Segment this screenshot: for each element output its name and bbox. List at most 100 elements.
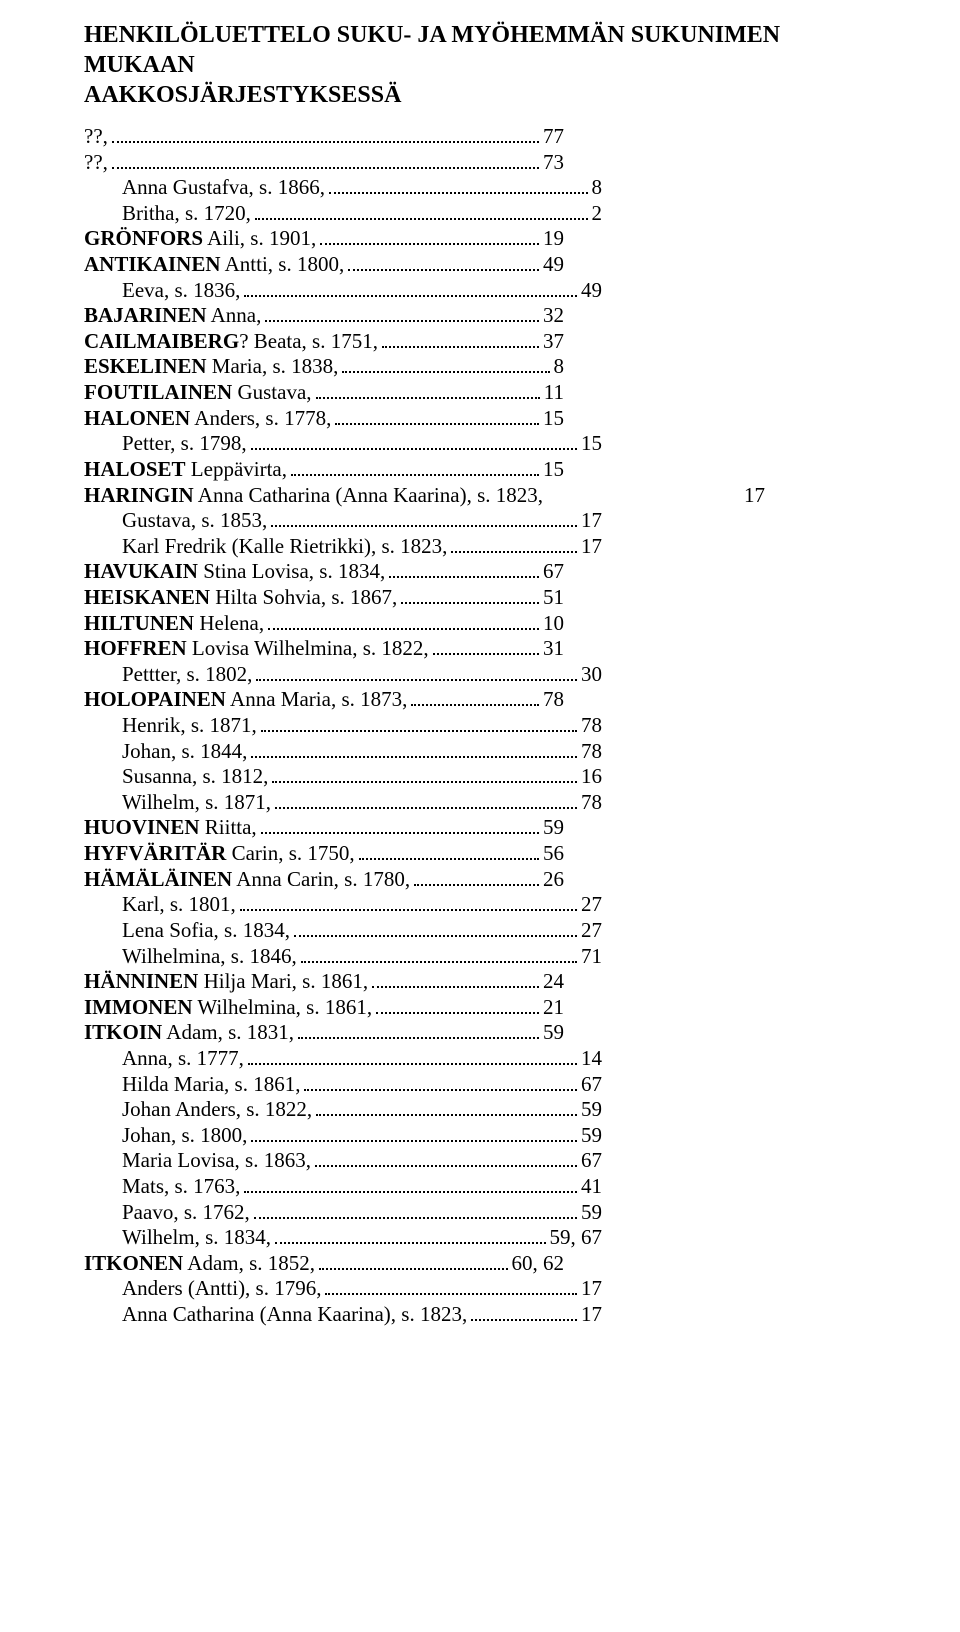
leader-dots: [261, 714, 577, 732]
surname: HILTUNEN: [84, 611, 194, 635]
page-number: 78: [581, 790, 602, 816]
leader-dots: [315, 1150, 577, 1168]
index-entry: HARINGIN Anna Catharina (Anna Kaarina), …: [84, 483, 564, 509]
entry-label: ANTIKAINEN Antti, s. 1800,: [84, 252, 344, 278]
leader-dots: [433, 637, 539, 655]
entry-label: Pettter, s. 1802,: [122, 662, 252, 688]
entry-rest: Maria Lovisa, s. 1863,: [122, 1148, 311, 1172]
leader-dots: [294, 919, 577, 937]
page-number: 17: [581, 534, 602, 560]
index-list: ??, 77??, 73Anna Gustafva, s. 1866, 8Bri…: [84, 124, 876, 1328]
surname: HEISKANEN: [84, 585, 210, 609]
index-entry: Anders (Antti), s. 1796, 17: [84, 1276, 602, 1302]
index-row: HALONEN Anders, s. 1778, 15: [84, 406, 876, 432]
leader-dots: [112, 125, 539, 143]
index-entry: Wilhelm, s. 1871, 78: [84, 790, 602, 816]
entry-rest: Pettter, s. 1802,: [122, 662, 252, 686]
entry-rest: Hilta Sohvia, s. 1867,: [210, 585, 397, 609]
entry-rest: Hilda Maria, s. 1861,: [122, 1072, 300, 1096]
entry-label: Karl, s. 1801,: [122, 892, 236, 918]
page-number: 19: [543, 226, 564, 252]
leader-dots: [304, 1073, 577, 1091]
index-row: CAILMAIBERG? Beata, s. 1751, 37: [84, 329, 876, 355]
index-row: Lena Sofia, s. 1834, 27: [84, 918, 876, 944]
entry-label: Eeva, s. 1836,: [122, 278, 240, 304]
entry-label: HARINGIN Anna Catharina (Anna Kaarina), …: [84, 483, 543, 509]
index-entry: Eeva, s. 1836, 49: [84, 278, 602, 304]
leader-dots: [244, 279, 577, 297]
leader-dots: [291, 458, 539, 476]
entry-label: ITKONEN Adam, s. 1852,: [84, 1251, 315, 1277]
entry-rest: Eeva, s. 1836,: [122, 278, 240, 302]
page-number: 59: [543, 815, 564, 841]
index-row: HAVUKAIN Stina Lovisa, s. 1834, 67: [84, 559, 876, 585]
surname: HALONEN: [84, 406, 190, 430]
entry-rest: Johan, s. 1800,: [122, 1123, 247, 1147]
entry-label: HOFFREN Lovisa Wilhelmina, s. 1822,: [84, 636, 429, 662]
page-number: 2: [592, 201, 603, 227]
entry-rest: Johan Anders, s. 1822,: [122, 1097, 312, 1121]
page-number: 37: [543, 329, 564, 355]
page-number: 59: [581, 1097, 602, 1123]
surname: CAILMAIBERG: [84, 329, 239, 353]
index-row: IMMONEN Wilhelmina, s. 1861, 21: [84, 995, 876, 1021]
entry-rest: Gustava,: [232, 380, 311, 404]
entry-label: Johan Anders, s. 1822,: [122, 1097, 312, 1123]
index-entry: Britha, s. 1720, 2: [84, 201, 602, 227]
surname: BAJARINEN: [84, 303, 207, 327]
index-row: Susanna, s. 1812, 16: [84, 764, 876, 790]
index-row: Wilhelmina, s. 1846, 71: [84, 944, 876, 970]
entry-rest: Mats, s. 1763,: [122, 1174, 240, 1198]
entry-rest: Anders, s. 1778,: [190, 406, 331, 430]
index-row: Gustava, s. 1853, 17: [84, 508, 876, 534]
index-row: Henrik, s. 1871, 78: [84, 713, 876, 739]
surname: HÄNNINEN: [84, 969, 198, 993]
entry-rest: Anna Catharina (Anna Kaarina), s. 1823,: [194, 483, 543, 507]
entry-label: HAVUKAIN Stina Lovisa, s. 1834,: [84, 559, 385, 585]
leader-dots: [316, 381, 540, 399]
index-row: Anders (Antti), s. 1796, 17: [84, 1276, 876, 1302]
page-number: 21: [543, 995, 564, 1021]
entry-label: Petter, s. 1798,: [122, 431, 247, 457]
entry-label: GRÖNFORS Aili, s. 1901,: [84, 226, 316, 252]
page-number: 17: [581, 1302, 602, 1328]
leader-dots: [389, 561, 539, 579]
index-row: HILTUNEN Helena, 10: [84, 611, 876, 637]
index-entry: HOFFREN Lovisa Wilhelmina, s. 1822, 31: [84, 636, 564, 662]
index-entry: Wilhelmina, s. 1846, 71: [84, 944, 602, 970]
index-entry: Karl Fredrik (Kalle Rietrikki), s. 1823,…: [84, 534, 602, 560]
page-number: 8: [554, 354, 565, 380]
index-entry: ITKOIN Adam, s. 1831, 59: [84, 1020, 564, 1046]
leader-dots: [271, 509, 577, 527]
index-row: Britha, s. 1720, 2: [84, 201, 876, 227]
index-row: Petter, s. 1798, 15: [84, 431, 876, 457]
entry-rest: Stina Lovisa, s. 1834,: [198, 559, 385, 583]
leader-dots: [316, 1098, 577, 1116]
leader-dots: [254, 1201, 577, 1219]
leader-dots: [382, 330, 539, 348]
entry-rest: Karl, s. 1801,: [122, 892, 236, 916]
index-entry: BAJARINEN Anna, 32: [84, 303, 564, 329]
page-number: 27: [581, 892, 602, 918]
entry-label: BAJARINEN Anna,: [84, 303, 261, 329]
index-row: HÄNNINEN Hilja Mari, s. 1861, 24: [84, 969, 876, 995]
entry-label: Lena Sofia, s. 1834,: [122, 918, 290, 944]
entry-label: HALOSET Leppävirta,: [84, 457, 287, 483]
entry-label: Hilda Maria, s. 1861,: [122, 1072, 300, 1098]
index-entry: Johan Anders, s. 1822, 59: [84, 1097, 602, 1123]
entry-label: ESKELINEN Maria, s. 1838,: [84, 354, 338, 380]
surname: ESKELINEN: [84, 354, 207, 378]
entry-rest: Johan, s. 1844,: [122, 739, 247, 763]
page-number: 8: [592, 175, 603, 201]
heading-line-2: AAKKOSJÄRJESTYKSESSÄ: [84, 80, 876, 110]
page-number: 15: [543, 457, 564, 483]
index-entry: HOLOPAINEN Anna Maria, s. 1873, 78: [84, 687, 564, 713]
entry-rest: Wilhelmina, s. 1846,: [122, 944, 297, 968]
page-number: 77: [543, 124, 564, 150]
heading-line-1: HENKILÖLUETTELO SUKU- JA MYÖHEMMÄN SUKUN…: [84, 20, 876, 80]
entry-label: Wilhelm, s. 1834,: [122, 1225, 271, 1251]
page-number: 15: [581, 431, 602, 457]
index-entry: Johan, s. 1844, 78: [84, 739, 602, 765]
leader-dots: [251, 1124, 577, 1142]
surname: HYFVÄRITÄR: [84, 841, 226, 865]
